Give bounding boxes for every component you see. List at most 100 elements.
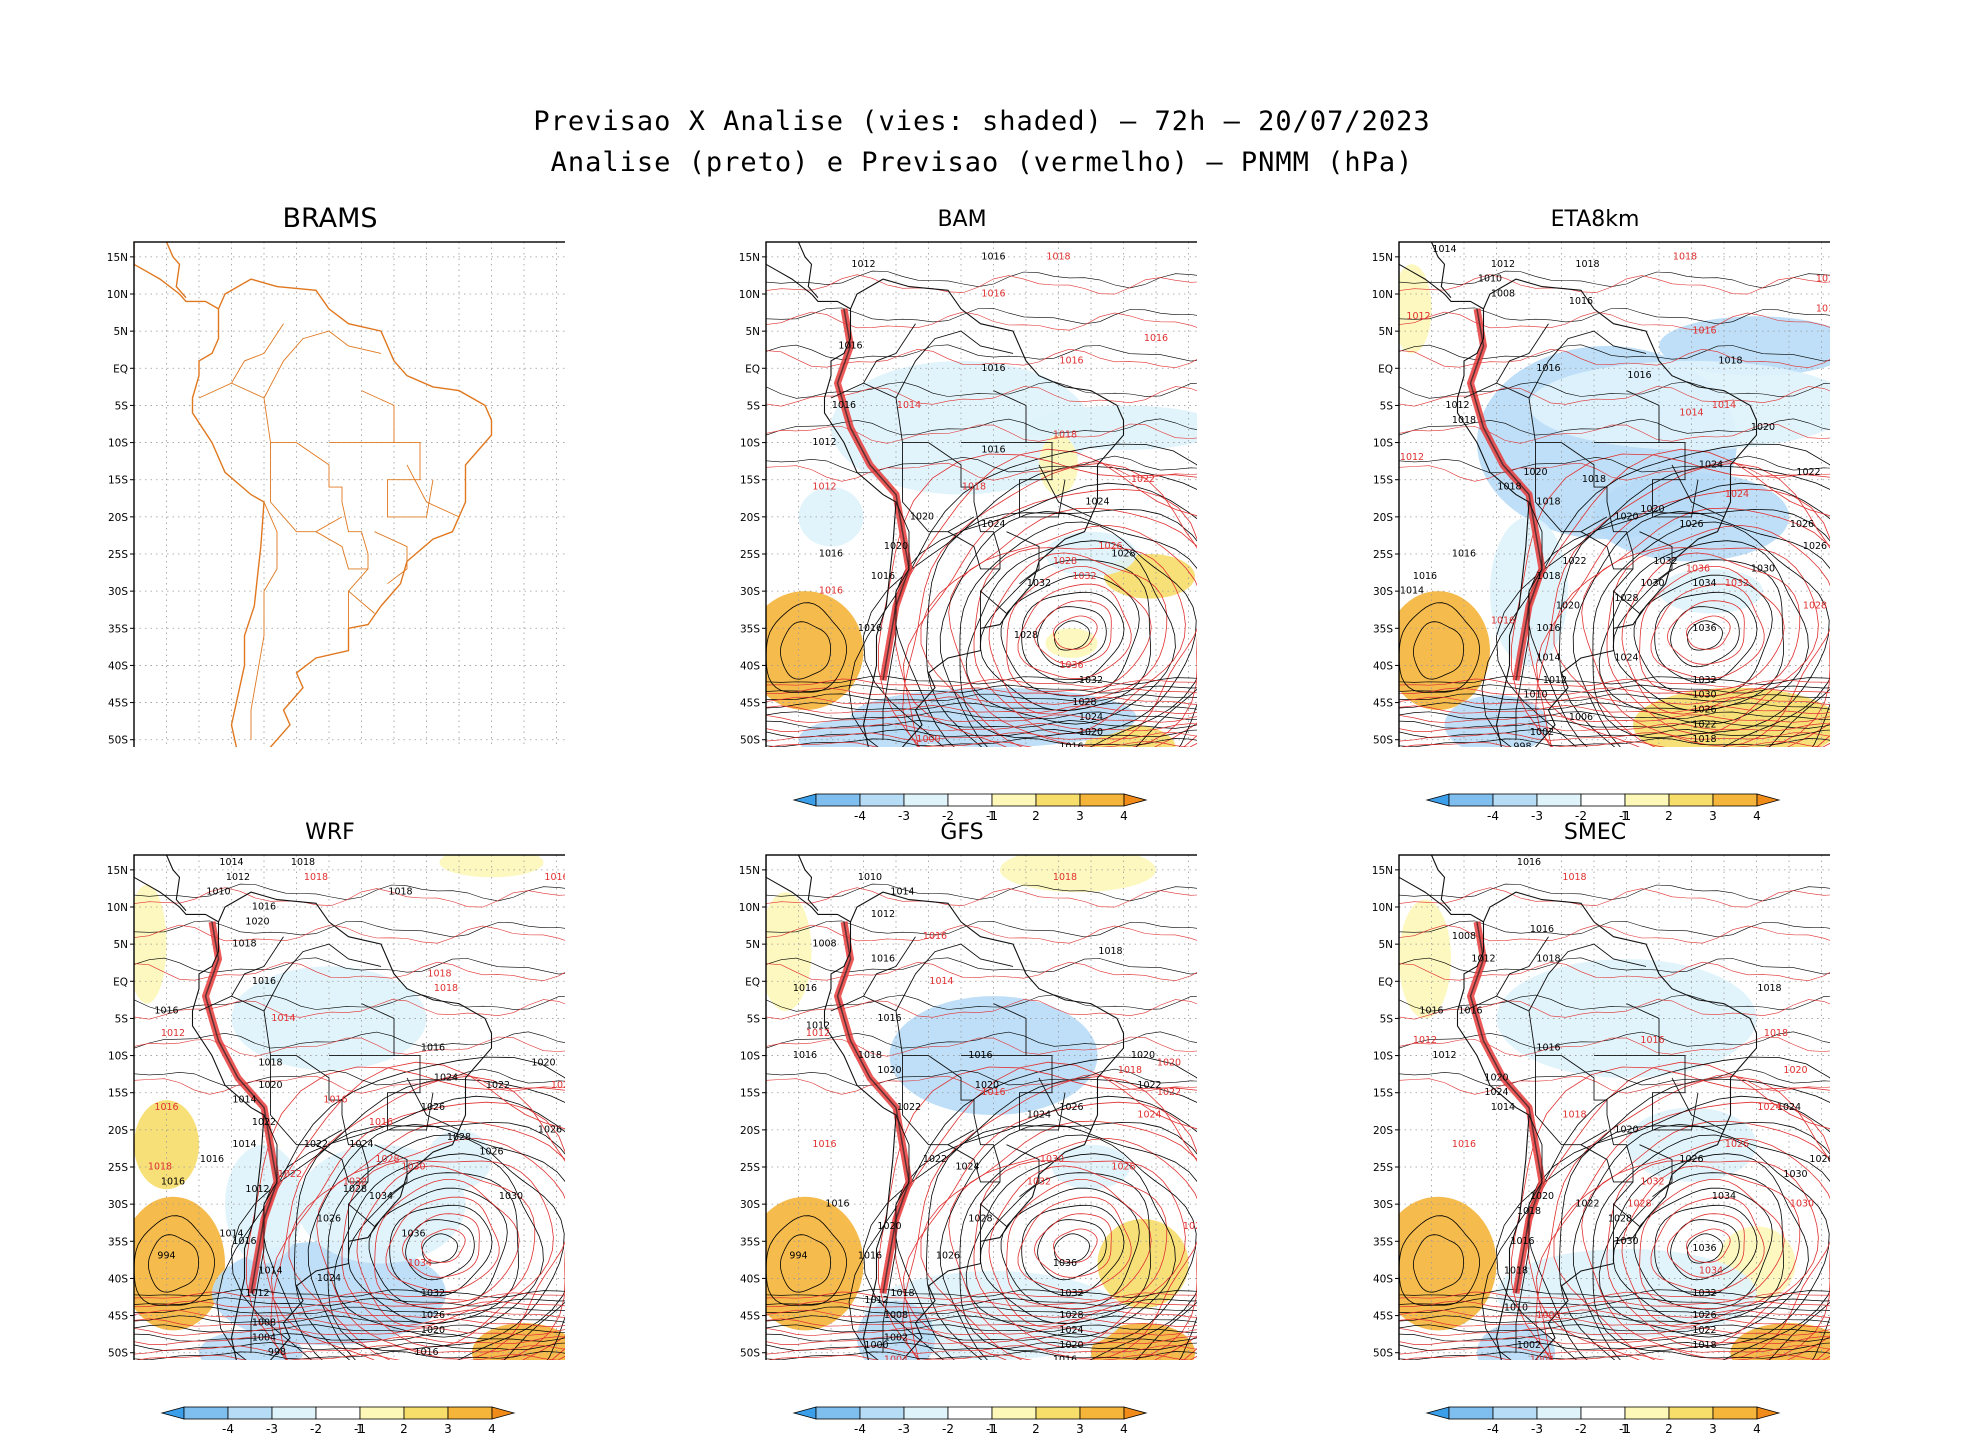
- forecast-isobar: [134, 1318, 589, 1327]
- country-border: [329, 1003, 395, 1057]
- analysis-isobar-label: 1028: [968, 1214, 992, 1225]
- analysis-isobar: [1399, 1288, 1854, 1298]
- colorbar-segment: [1079, 1406, 1125, 1420]
- country-border: [1496, 382, 1640, 614]
- analysis-isobar-label: 1000: [864, 1340, 888, 1351]
- lat-tick-label: 40S: [740, 1273, 760, 1285]
- coastline: [797, 855, 819, 912]
- analysis-isobar: [1412, 621, 1465, 680]
- bias-zone: [831, 360, 1091, 495]
- country-border: [315, 1144, 368, 1183]
- country-border: [406, 464, 460, 518]
- analysis-isobar-label: 1034: [1692, 578, 1716, 589]
- analysis-isobar-label: 1036: [401, 1228, 425, 1239]
- analysis-isobar-label: 1026: [1679, 1154, 1703, 1165]
- colorbar-segment: [271, 1406, 317, 1420]
- lat-tick-label: 35S: [108, 1236, 128, 1248]
- analysis-isobar: [766, 602, 847, 693]
- analysis-isobar-label: 1022: [897, 1102, 921, 1113]
- colorbar: -4 -3 -2 -11 2 3 4: [1425, 1406, 1781, 1436]
- colorbar-arrow-left: [792, 1406, 817, 1420]
- analysis-isobar-label: 1034: [1712, 1191, 1736, 1202]
- analysis-isobar: [1399, 1306, 1854, 1316]
- analysis-isobar: [1054, 620, 1090, 651]
- analysis-isobar: [1021, 591, 1125, 684]
- lat-tick-label: 5N: [745, 939, 760, 951]
- analysis-isobar-label: 1020: [877, 1065, 901, 1076]
- colorbar-label: 4: [1120, 809, 1128, 823]
- forecast-isobar-label: 1012: [161, 1028, 185, 1039]
- forecast-isobar: [1399, 1309, 1854, 1319]
- lat-tick-label: 35S: [740, 1236, 760, 1248]
- analysis-isobar: [1399, 418, 1854, 436]
- analysis-isobar-label: 1016: [1536, 363, 1560, 374]
- analysis-isobar-label: 1028: [1072, 697, 1096, 708]
- colorbar-label: -2: [1575, 1422, 1587, 1436]
- forecast-isobar-label: 1030: [401, 1162, 425, 1173]
- lat-tick-label: 5S: [747, 1013, 761, 1025]
- analysis-isobar-label: 1012: [1445, 400, 1469, 411]
- colorbar-segment: [815, 1406, 861, 1420]
- panel-title: ETA8km: [1550, 207, 1640, 232]
- analysis-isobar: [134, 920, 589, 938]
- analysis-isobar-label: 1008: [884, 1310, 908, 1321]
- colorbar-segment: [227, 1406, 273, 1420]
- colorbar-segment: [1624, 1406, 1670, 1420]
- colorbar-segment: [183, 1406, 229, 1420]
- analysis-isobar: [1399, 1324, 1854, 1334]
- forecast-isobar: [356, 1165, 536, 1328]
- country-border: [1515, 1114, 1543, 1353]
- forecast-isobar-label: 1026: [1183, 1221, 1197, 1232]
- forecast-isobar-label: 1016: [1816, 303, 1830, 314]
- bias-zone: [1399, 264, 1432, 354]
- analysis-isobar-label: 1028: [447, 1132, 471, 1143]
- country-border: [250, 1114, 278, 1353]
- analysis-isobar-label: 1006: [1569, 712, 1593, 723]
- analysis-isobar-label: 1016: [1458, 1006, 1482, 1017]
- analysis-isobar-label: 1014: [1491, 1102, 1515, 1113]
- analysis-isobar-label: 1020: [1556, 601, 1580, 612]
- analysis-isobar-label: 1012: [851, 259, 875, 270]
- analysis-isobar-label: 1012: [245, 1288, 269, 1299]
- country-border: [1652, 1055, 1699, 1131]
- forecast-isobar: [134, 1345, 589, 1355]
- forecast-isobar: [1399, 1074, 1854, 1095]
- analysis-isobar-label: 1012: [226, 872, 250, 883]
- analysis-isobar-label: 1030: [1751, 563, 1775, 574]
- coastline: [1456, 891, 1758, 1375]
- colorbar-segment: [315, 1406, 361, 1420]
- forecast-isobar-label: 1018: [1053, 872, 1077, 883]
- forecast-isobar: [766, 311, 1221, 332]
- colorbar-segment: [359, 1406, 405, 1420]
- analysis-isobar: [1399, 684, 1854, 694]
- analysis-isobar: [134, 1068, 589, 1087]
- forecast-isobar: [1666, 600, 1745, 665]
- panel-title: WRF: [305, 820, 355, 845]
- analysis-isobar: [1572, 1123, 1844, 1375]
- lat-tick-label: 25S: [108, 549, 128, 561]
- forecast-isobar: [766, 1327, 1221, 1337]
- colorbar-segment: [1536, 793, 1582, 807]
- analysis-isobar-label: 1016: [414, 1347, 438, 1358]
- analysis-isobar-label: 1024: [1699, 459, 1723, 470]
- forecast-isobar-label: 1014: [1679, 407, 1703, 418]
- colorbar-label: -2: [942, 809, 954, 823]
- analysis-isobar: [1399, 344, 1854, 362]
- colorbar-label: -2: [942, 1422, 954, 1436]
- coastline: [191, 278, 493, 762]
- analysis-isobar: [1495, 465, 1854, 762]
- colorbar-segment: [1580, 793, 1626, 807]
- analysis-isobar-label: 1036: [1692, 623, 1716, 634]
- analysis-isobar: [1633, 1187, 1773, 1310]
- colorbar-segment: [991, 1406, 1037, 1420]
- country-border: [1463, 323, 1549, 399]
- lat-tick-label: 10N: [1372, 902, 1393, 914]
- lat-tick-label: EQ: [1378, 363, 1393, 375]
- colorbar-arrow-left: [1425, 793, 1450, 807]
- analysis-isobar: [1399, 1031, 1854, 1049]
- coastline: [191, 891, 493, 1375]
- analysis-isobar: [1399, 693, 1854, 703]
- colorbar-label: -1: [1619, 1422, 1631, 1436]
- forecast-isobar: [766, 705, 1221, 714]
- analysis-isobar-label: 1020: [258, 1080, 282, 1091]
